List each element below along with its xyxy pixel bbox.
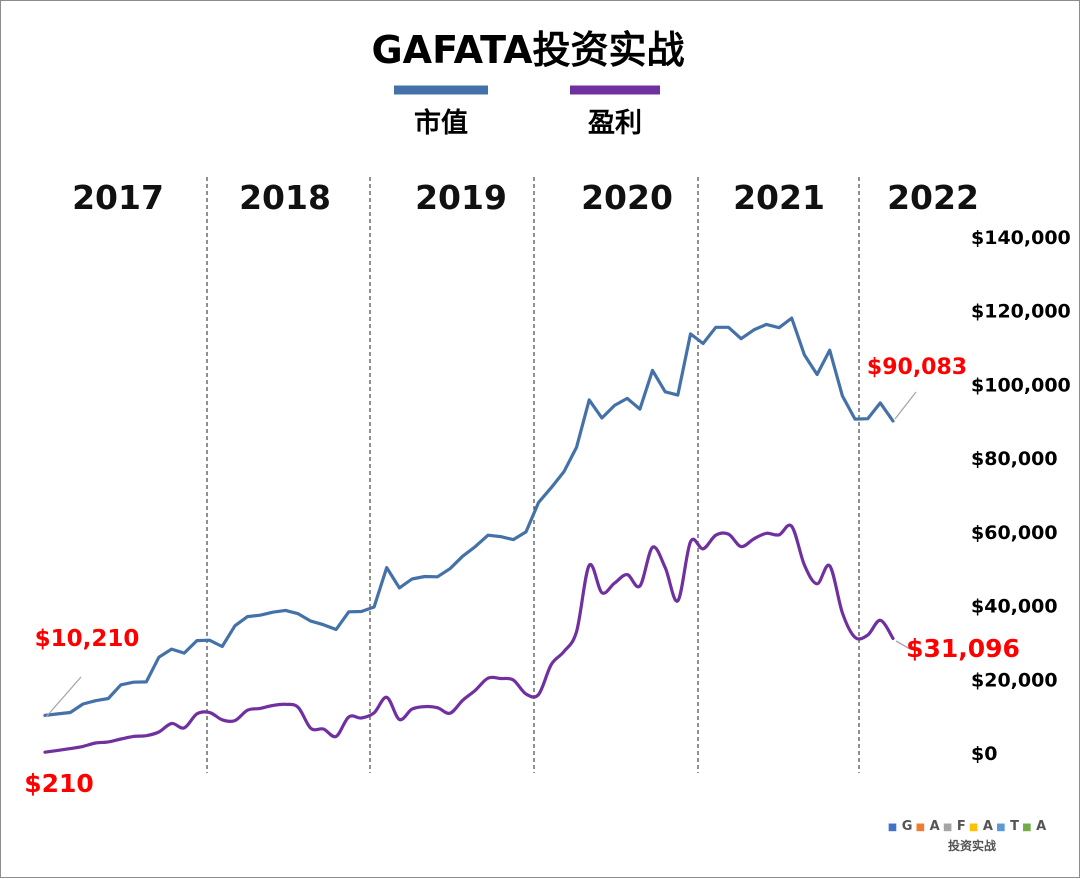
- legend: 市值 盈利: [394, 85, 660, 139]
- series-line-1: [43, 316, 895, 717]
- y-tick-label-3: $60,000: [971, 522, 1058, 544]
- annotation-leader-4: [895, 640, 911, 650]
- watermark-square-1: ■: [888, 822, 897, 833]
- chart-title: GAFATA投资实战: [371, 28, 684, 72]
- year-label-2022: 2022: [887, 178, 979, 217]
- watermark-square-6: ■: [1019, 822, 1032, 833]
- y-tick-label-7: $140,000: [971, 227, 1071, 249]
- annotation-leader-1: [45, 676, 82, 718]
- watermark-square-2: ■: [912, 822, 925, 833]
- year-label-2020: 2020: [581, 178, 673, 217]
- y-tick-label-5: $100,000: [971, 374, 1071, 396]
- year-labels: 2017 2018 2019 2020 2021 2022: [72, 178, 979, 217]
- watermark-letter-2: A: [925, 819, 940, 834]
- watermark-letter-1: G: [897, 819, 912, 834]
- watermark-caption: 投资实战: [948, 838, 996, 853]
- watermark-square-4: ■: [966, 822, 979, 833]
- annotation-leader-3: [894, 391, 917, 420]
- watermark-letter-5: T: [1006, 819, 1020, 834]
- y-tick-label-1: $20,000: [971, 669, 1058, 691]
- watermark: ■ G ■ A ■ F ■ A ■ T ■ A 投资实战: [888, 819, 1046, 853]
- annotation-label-3: $90,083: [867, 355, 967, 380]
- y-axis: $0 $20,000 $40,000 $60,000 $80,000 $100,000 $1…: [971, 227, 1071, 765]
- year-label-2021: 2021: [733, 178, 825, 217]
- y-tick-label-2: $40,000: [971, 596, 1058, 618]
- annotation-label-1: $10,210: [35, 626, 140, 652]
- year-label-2019: 2019: [415, 178, 507, 217]
- legend-label-1: 市值: [414, 107, 468, 139]
- y-tick-label-6: $120,000: [971, 301, 1071, 323]
- watermark-letter-6: A: [1032, 819, 1047, 834]
- year-label-2017: 2017: [72, 178, 164, 217]
- annotation-label-2: $210: [24, 769, 94, 798]
- watermark-square-3: ■: [940, 822, 953, 833]
- watermark-square-5: ■: [993, 822, 1006, 833]
- watermark-letter-4: A: [978, 819, 993, 834]
- year-separators: [206, 177, 860, 773]
- y-tick-label-4: $80,000: [971, 448, 1058, 470]
- series-line-2: [43, 523, 895, 754]
- series-lines: [43, 316, 895, 754]
- watermark-letters: ■ G ■ A ■ F ■ A ■ T ■ A: [888, 819, 1046, 834]
- annotation-label-4: $31,096: [906, 634, 1020, 663]
- annotations: $10,210 $210 $90,083 $31,096: [24, 355, 1020, 798]
- y-tick-label-0: $0: [971, 743, 997, 765]
- legend-label-2: 盈利: [588, 108, 642, 139]
- year-label-2018: 2018: [239, 178, 331, 217]
- watermark-letter-3: F: [952, 819, 965, 834]
